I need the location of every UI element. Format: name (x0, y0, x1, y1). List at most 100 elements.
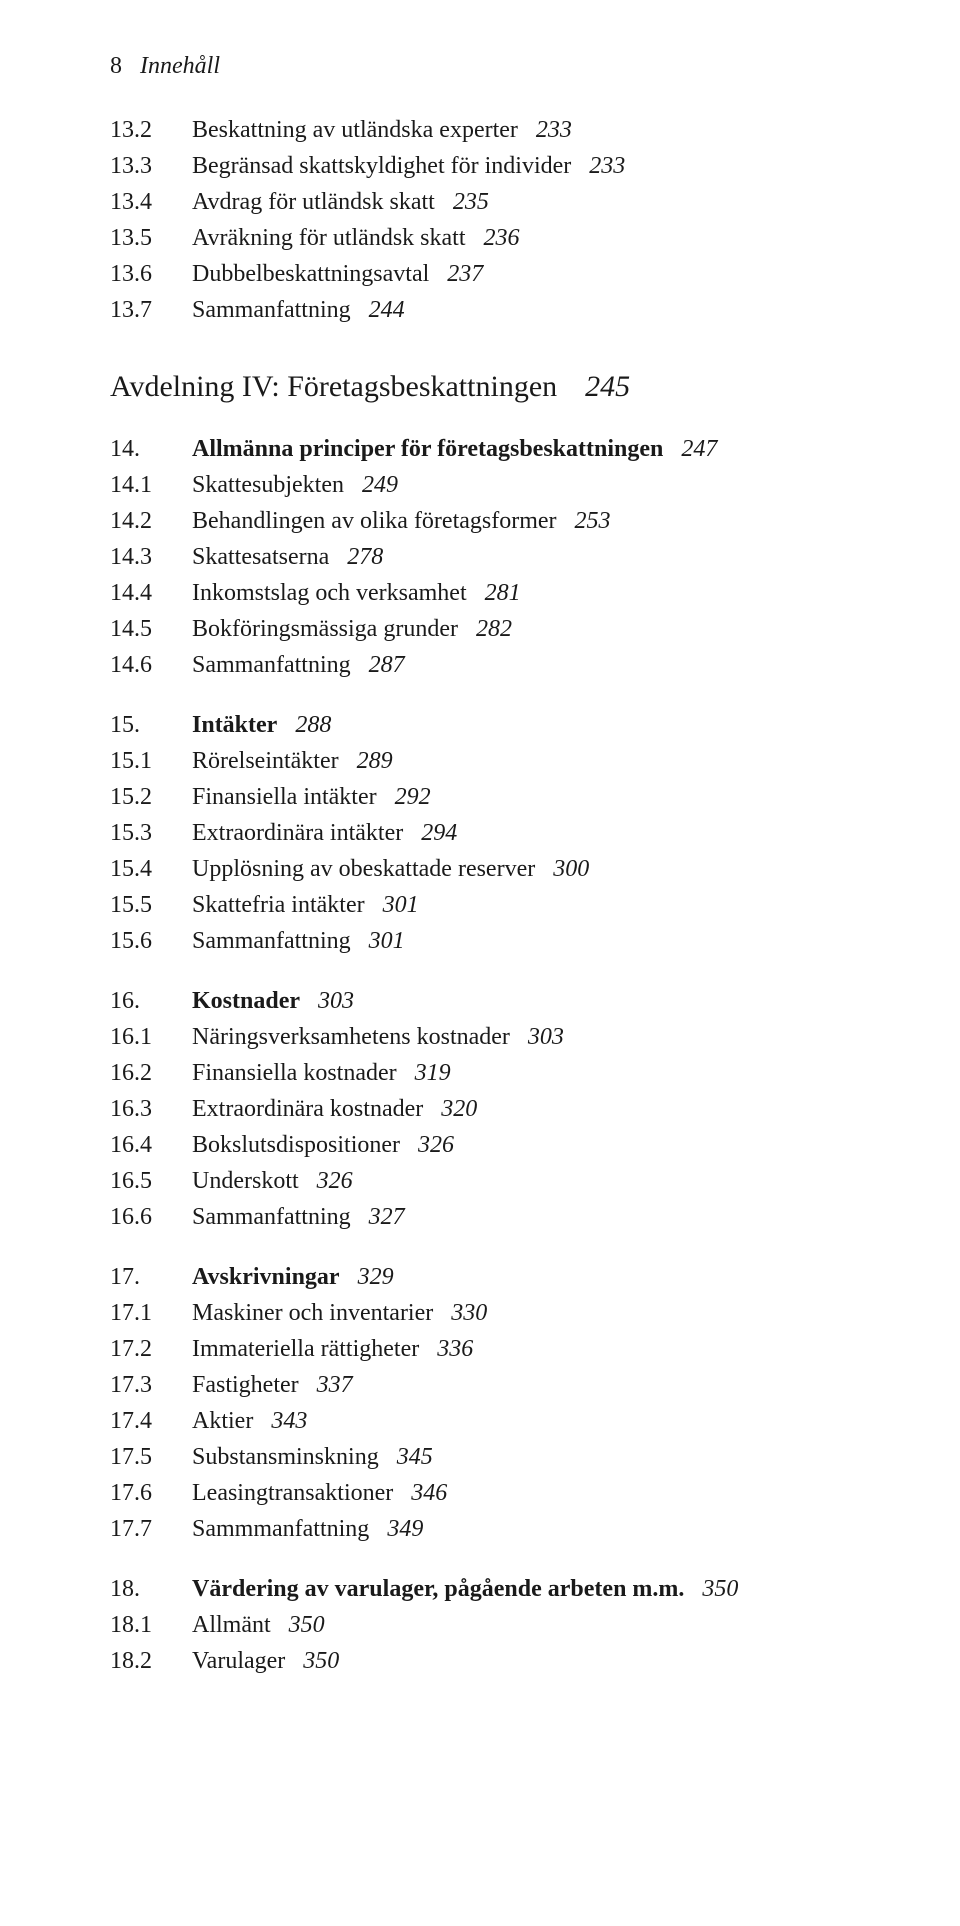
toc-page: 287 (369, 652, 405, 678)
toc-entry: 13.3Begränsad skattskyldighet för indivi… (110, 148, 860, 184)
toc-entry: 15.3Extraordinära intäkter294 (110, 815, 860, 851)
toc-text-wrap: Sammanfattning 287 (192, 647, 405, 683)
toc-entry: 15.2Finansiella intäkter292 (110, 779, 860, 815)
toc-text-wrap: Näringsverksamhetens kostnader303 (192, 1019, 564, 1055)
toc-text-wrap: Intäkter 288 (192, 707, 331, 743)
toc-entry: 17.1Maskiner och inventarier330 (110, 1295, 860, 1331)
toc-number: 18.1 (110, 1607, 168, 1643)
toc-number: 17.3 (110, 1367, 168, 1403)
toc-entry: 13.6Dubbelbeskattningsavtal237 (110, 256, 860, 292)
toc-number: 17.4 (110, 1403, 168, 1439)
toc-text-wrap: Underskott326 (192, 1163, 353, 1199)
toc-entry: 15.5Skattefria intäkter301 (110, 887, 860, 923)
toc-page: 337 (317, 1372, 353, 1398)
toc-title: Sammanfattning (192, 652, 351, 678)
toc-page: 346 (411, 1480, 447, 1506)
toc-page: 281 (485, 580, 521, 606)
toc-number: 14.1 (110, 467, 168, 503)
toc-number: 16.3 (110, 1091, 168, 1127)
toc-title: Finansiella intäkter (192, 784, 377, 810)
toc-text-wrap: Leasingtransaktioner 346 (192, 1475, 447, 1511)
toc-page: 233 (589, 153, 625, 179)
toc-entry: 17.5Substansminskning345 (110, 1439, 860, 1475)
toc-title: Sammanfattning (192, 1204, 351, 1230)
toc-entry: 14.2Behandlingen av olika företagsformer… (110, 503, 860, 539)
toc-page: 345 (397, 1444, 433, 1470)
toc-text-wrap: Avdrag för utländsk skatt235 (192, 184, 489, 220)
toc-text-wrap: Allmänna principer för företagsbeskattni… (192, 431, 717, 467)
toc-entry: 15.1Rörelseintäkter289 (110, 743, 860, 779)
toc-title: Sammanfattning (192, 297, 351, 323)
toc-page: 282 (476, 616, 512, 642)
toc-entry: 13.4Avdrag för utländsk skatt235 (110, 184, 860, 220)
toc-text-wrap: Skattesatserna278 (192, 539, 383, 575)
toc-page: 244 (369, 297, 405, 323)
toc-title: Beskattning av utländska experter (192, 117, 518, 143)
toc-title: Intäkter (192, 712, 277, 738)
toc-title: Sammmanfattning (192, 1516, 369, 1542)
toc-number: 16.5 (110, 1163, 168, 1199)
toc-page: 247 (681, 436, 717, 462)
toc-number: 14.3 (110, 539, 168, 575)
toc-page: 278 (347, 544, 383, 570)
toc-page: 289 (357, 748, 393, 774)
toc-page: 326 (418, 1132, 454, 1158)
toc-page: 249 (362, 472, 398, 498)
toc-text-wrap: Maskiner och inventarier330 (192, 1295, 487, 1331)
toc-title: Leasingtransaktioner (192, 1480, 393, 1506)
toc-number: 18. (110, 1571, 168, 1607)
toc-text-wrap: Kostnader303 (192, 983, 354, 1019)
toc-entry: 18. Värdering av varulager, pågående arbe… (110, 1571, 860, 1607)
toc-page: 320 (441, 1096, 477, 1122)
toc-page: 303 (318, 988, 354, 1014)
toc-entry: 17.7Sammmanfattning349 (110, 1511, 860, 1547)
toc-number: 15.6 (110, 923, 168, 959)
toc-number: 13.2 (110, 112, 168, 148)
toc-title: Finansiella kostnader (192, 1060, 397, 1086)
toc-entry: 15.Intäkter288 (110, 707, 860, 743)
toc-text-wrap: Skattesubjekten 249 (192, 467, 398, 503)
toc-title: Allmänt (192, 1612, 271, 1638)
running-title: Innehåll (140, 48, 220, 84)
section-gap (110, 959, 860, 983)
toc-entry: 13.7 Sammanfattning 244 (110, 292, 860, 328)
toc-title: Maskiner och inventarier (192, 1300, 433, 1326)
toc-number: 13.7 (110, 292, 168, 328)
toc-text-wrap: Bokslutsdispositioner326 (192, 1127, 454, 1163)
toc-entry: 13.2Beskattning av utländska experter233 (110, 112, 860, 148)
toc-title: Bokföringsmässiga grunder (192, 616, 458, 642)
toc-page: 336 (437, 1336, 473, 1362)
toc-page: 253 (575, 508, 611, 534)
toc-title: Fastigheter (192, 1372, 299, 1398)
toc-text-wrap: Bokföringsmässiga grunder 282 (192, 611, 512, 647)
toc-title: Skattesubjekten (192, 472, 344, 498)
toc-text-wrap: Värdering av varulager, pågående arbeten… (192, 1571, 738, 1607)
division-title-page: 245 (585, 364, 630, 409)
toc-text-wrap: Behandlingen av olika företagsformer253 (192, 503, 611, 539)
toc-entry: 16.2Finansiella kostnader319 (110, 1055, 860, 1091)
toc-text-wrap: Avskrivningar329 (192, 1259, 394, 1295)
toc-entry: 14. Allmänna principer för företagsbeskat… (110, 431, 860, 467)
toc-text-wrap: Avräkning för utländsk skatt236 (192, 220, 520, 256)
toc-page: 319 (415, 1060, 451, 1086)
toc-text-wrap: Sammanfattning 244 (192, 292, 405, 328)
toc-entry: 14.4Inkomstslag och verksamhet281 (110, 575, 860, 611)
toc-number: 14.5 (110, 611, 168, 647)
toc-text-wrap: Rörelseintäkter289 (192, 743, 393, 779)
toc-title: Avräkning för utländsk skatt (192, 225, 466, 251)
toc-text-wrap: Skattefria intäkter301 (192, 887, 419, 923)
toc-entry: 17.2Immateriella rättigheter336 (110, 1331, 860, 1367)
toc-title: Extraordinära kostnader (192, 1096, 423, 1122)
toc-title: Underskott (192, 1168, 299, 1194)
toc-page: 288 (295, 712, 331, 738)
toc-number: 14. (110, 431, 168, 467)
toc-entry: 14.6Sammanfattning287 (110, 647, 860, 683)
toc-title: Extraordinära intäkter (192, 820, 403, 846)
toc-title: Avdrag för utländsk skatt (192, 189, 435, 215)
toc-text-wrap: Fastigheter 337 (192, 1367, 353, 1403)
toc-entry: 13.5Avräkning för utländsk skatt236 (110, 220, 860, 256)
toc-entry: 17.4Aktier343 (110, 1403, 860, 1439)
toc-text-wrap: Immateriella rättigheter336 (192, 1331, 473, 1367)
toc-entry: 15.6Sammanfattning301 (110, 923, 860, 959)
toc-number: 15.3 (110, 815, 168, 851)
